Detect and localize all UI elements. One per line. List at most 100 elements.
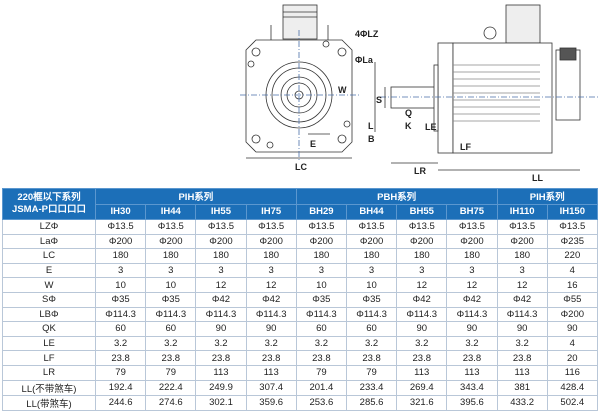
table-cell: 274.6 xyxy=(145,394,197,411)
table-cell: 307.4 xyxy=(245,379,297,396)
corner-header: 220框以下系列 JSMA-P口口口口 xyxy=(2,188,96,220)
table-cell: 3 xyxy=(446,262,498,279)
table-cell: 12 xyxy=(396,277,448,293)
model-header: BH55 xyxy=(396,203,448,220)
table-cell: 3.2 xyxy=(245,335,297,352)
table-cell: 249.9 xyxy=(195,379,247,396)
table-cell: Φ114.3 xyxy=(496,306,548,323)
table-cell: Φ200 xyxy=(245,233,297,250)
svg-text:LR: LR xyxy=(414,166,426,176)
table-cell: 60 xyxy=(295,321,347,337)
table-cell: 4 xyxy=(546,262,598,279)
table-cell: 3 xyxy=(145,262,197,279)
svg-text:E: E xyxy=(310,139,316,149)
table-cell: Φ35 xyxy=(145,291,197,308)
table-cell: 79 xyxy=(145,364,197,381)
table-cell: 180 xyxy=(496,248,548,264)
table-cell: 23.8 xyxy=(295,350,347,366)
table-cell: 16 xyxy=(546,277,598,293)
table-cell: 180 xyxy=(94,248,147,264)
svg-text:LE: LE xyxy=(425,122,437,132)
table-cell: 12 xyxy=(446,277,498,293)
model-header: IH55 xyxy=(195,203,247,220)
table-cell: 201.4 xyxy=(295,379,347,396)
table-cell: Φ13.5 xyxy=(345,219,398,235)
table-cell: 23.8 xyxy=(396,350,448,366)
table-cell: Φ42 xyxy=(245,291,297,308)
table-cell: 3.2 xyxy=(195,335,247,352)
table-cell: Φ114.3 xyxy=(195,306,247,323)
table-row: SΦ Φ35 Φ35 Φ42 Φ42 Φ35 Φ35 Φ42 Φ42 Φ42 Φ55 xyxy=(2,291,598,308)
table-cell: Φ13.5 xyxy=(145,219,197,235)
table-cell: Φ13.5 xyxy=(295,219,347,235)
table-cell: 395.6 xyxy=(446,394,498,411)
table-cell: Φ13.5 xyxy=(396,219,448,235)
table-cell: 12 xyxy=(496,277,548,293)
table-cell: 3.2 xyxy=(94,335,147,352)
motor-dimension-drawing: 4ΦLZ ΦLa W E LC S Q K L B LE LF LR LL xyxy=(240,4,600,183)
svg-text:4ΦLZ: 4ΦLZ xyxy=(355,29,379,39)
table-cell: Φ13.5 xyxy=(546,219,598,235)
table-cell: Φ13.5 xyxy=(195,219,247,235)
row-label: LC xyxy=(2,248,96,264)
table-cell: 79 xyxy=(345,364,398,381)
row-label: LR xyxy=(2,364,96,381)
table-cell: 90 xyxy=(496,321,548,337)
group-header: PIH系列 xyxy=(496,188,598,205)
table-cell: 60 xyxy=(145,321,197,337)
table-cell: 381 xyxy=(496,379,548,396)
table-cell: 90 xyxy=(195,321,247,337)
table-cell: 3.2 xyxy=(345,335,398,352)
model-header: IH44 xyxy=(145,203,197,220)
table-cell: 321.6 xyxy=(396,394,448,411)
table-cell: Φ200 xyxy=(195,233,247,250)
model-header: BH44 xyxy=(345,203,398,220)
row-label: LZΦ xyxy=(2,219,96,235)
table-cell: Φ114.3 xyxy=(145,306,197,323)
table-cell: 90 xyxy=(546,321,598,337)
table-cell: Φ13.5 xyxy=(446,219,498,235)
table-row: LZΦ Φ13.5 Φ13.5 Φ13.5 Φ13.5 Φ13.5 Φ13.5 Φ13.5 Φ1… xyxy=(2,219,598,235)
model-header: IH30 xyxy=(94,203,147,220)
table-row: QK 60 60 90 90 60 60 90 90 90 90 xyxy=(2,321,598,337)
table-cell: 113 xyxy=(446,364,498,381)
table-cell: 12 xyxy=(195,277,247,293)
row-label: SΦ xyxy=(2,291,96,308)
table-cell: Φ42 xyxy=(396,291,448,308)
table-cell: Φ35 xyxy=(295,291,347,308)
table-cell: Φ200 xyxy=(145,233,197,250)
table-cell: 113 xyxy=(396,364,448,381)
table-cell: Φ13.5 xyxy=(94,219,147,235)
table-cell: 79 xyxy=(94,364,147,381)
table-cell: 180 xyxy=(145,248,197,264)
table-cell: 285.6 xyxy=(345,394,398,411)
table-row: LC 180 180 180 180 180 180 180 180 180 220 xyxy=(2,248,598,264)
table-cell: 60 xyxy=(94,321,147,337)
table-cell: 10 xyxy=(345,277,398,293)
table-cell: 90 xyxy=(245,321,297,337)
table-cell: 90 xyxy=(396,321,448,337)
table-cell: 222.4 xyxy=(145,379,197,396)
row-label: LaΦ xyxy=(2,233,96,250)
table-cell: Φ200 xyxy=(295,233,347,250)
table-cell: 116 xyxy=(546,364,598,381)
table-row: LaΦ Φ200 Φ200 Φ200 Φ200 Φ200 Φ200 Φ200 Φ200 Φ200 Φ… xyxy=(2,233,598,250)
table-cell: Φ55 xyxy=(546,291,598,308)
table-cell: 23.8 xyxy=(195,350,247,366)
table-row: LBΦ Φ114.3 Φ114.3 Φ114.3 Φ114.3 Φ114.3 Φ114.3 Φ… xyxy=(2,306,598,323)
svg-text:W: W xyxy=(338,85,347,95)
table-cell: 269.4 xyxy=(396,379,448,396)
table-cell: Φ42 xyxy=(446,291,498,308)
table-cell: 3 xyxy=(94,262,147,279)
row-label: LL(不带煞车) xyxy=(2,379,96,396)
table-cell: 3 xyxy=(245,262,297,279)
front-view xyxy=(240,4,360,160)
table-cell: 180 xyxy=(295,248,347,264)
model-header: BH29 xyxy=(295,203,347,220)
table-cell: 180 xyxy=(245,248,297,264)
table-cell: 359.6 xyxy=(245,394,297,411)
table-cell: 3.2 xyxy=(496,335,548,352)
table-row: LF 23.8 23.8 23.8 23.8 23.8 23.8 23.8 23.8 23.8 20 xyxy=(2,350,598,366)
table-cell: Φ42 xyxy=(496,291,548,308)
table-cell: 60 xyxy=(345,321,398,337)
